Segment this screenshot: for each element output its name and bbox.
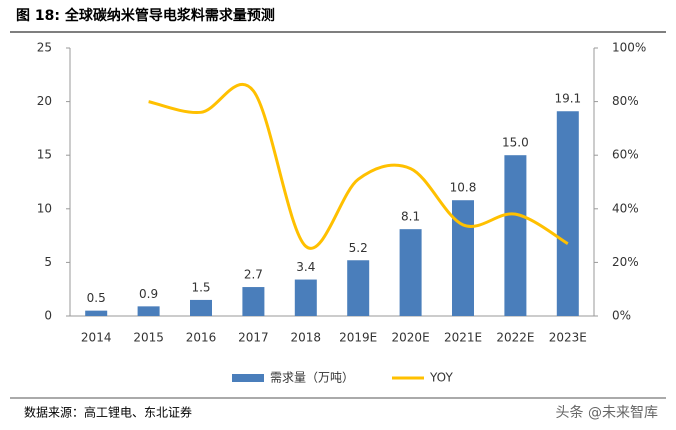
bar: [347, 260, 370, 316]
y2-tick-label: 20%: [612, 255, 639, 269]
x-tick-label: 2014: [81, 331, 112, 345]
legend-swatch: [232, 374, 264, 382]
x-tick-label: 2015: [133, 331, 164, 345]
data-label: 5.2: [349, 241, 368, 255]
data-label: 0.5: [87, 291, 106, 305]
y2-tick-label: 100%: [612, 41, 646, 55]
bar: [242, 287, 265, 316]
y2-tick-label: 40%: [612, 201, 639, 215]
x-tick-label: 2016: [186, 331, 217, 345]
data-label: 15.0: [502, 136, 529, 150]
x-tick-label: 2017: [238, 331, 269, 345]
y-tick-label: 15: [37, 148, 52, 162]
source: 数据来源：高工锂电、东北证券: [24, 405, 192, 420]
bar: [556, 111, 579, 316]
legend-label: YOY: [429, 371, 453, 385]
y2-tick-label: 60%: [612, 148, 639, 162]
y-tick-label: 5: [44, 255, 52, 269]
bar: [85, 310, 108, 316]
y-tick-label: 25: [37, 41, 52, 55]
bar: [137, 306, 160, 316]
chart-title: 图 18: 全球碳纳米管导电浆料需求量预测: [16, 7, 275, 24]
bar: [190, 299, 212, 316]
legend-label: 需求量（万吨）: [270, 371, 354, 385]
bar: [504, 155, 527, 316]
data-label: 2.7: [244, 268, 263, 282]
y2-tick-label: 80%: [612, 94, 639, 108]
data-label: 1.5: [191, 280, 210, 294]
x-tick-label: 2021E: [444, 331, 482, 345]
x-tick-label: 2018: [291, 331, 322, 345]
bar: [294, 279, 317, 316]
y2-tick-label: 0%: [612, 309, 631, 323]
data-label: 10.8: [450, 181, 477, 195]
watermark: 头条 @未来智库: [556, 404, 658, 421]
bar: [452, 200, 474, 316]
x-tick-label: 2023E: [549, 331, 587, 345]
y-tick-label: 20: [37, 94, 52, 108]
line: [148, 82, 569, 250]
x-tick-label: 2020E: [392, 331, 430, 345]
y-tick-label: 0: [44, 309, 52, 323]
data-label: 8.1: [401, 210, 420, 224]
y-tick-label: 10: [37, 201, 52, 215]
x-tick-label: 2019E: [339, 331, 377, 345]
data-label: 0.9: [139, 287, 158, 301]
x-tick-label: 2022E: [496, 331, 534, 345]
data-label: 3.4: [296, 260, 315, 274]
data-label: 19.1: [554, 92, 581, 106]
bar: [399, 229, 422, 316]
